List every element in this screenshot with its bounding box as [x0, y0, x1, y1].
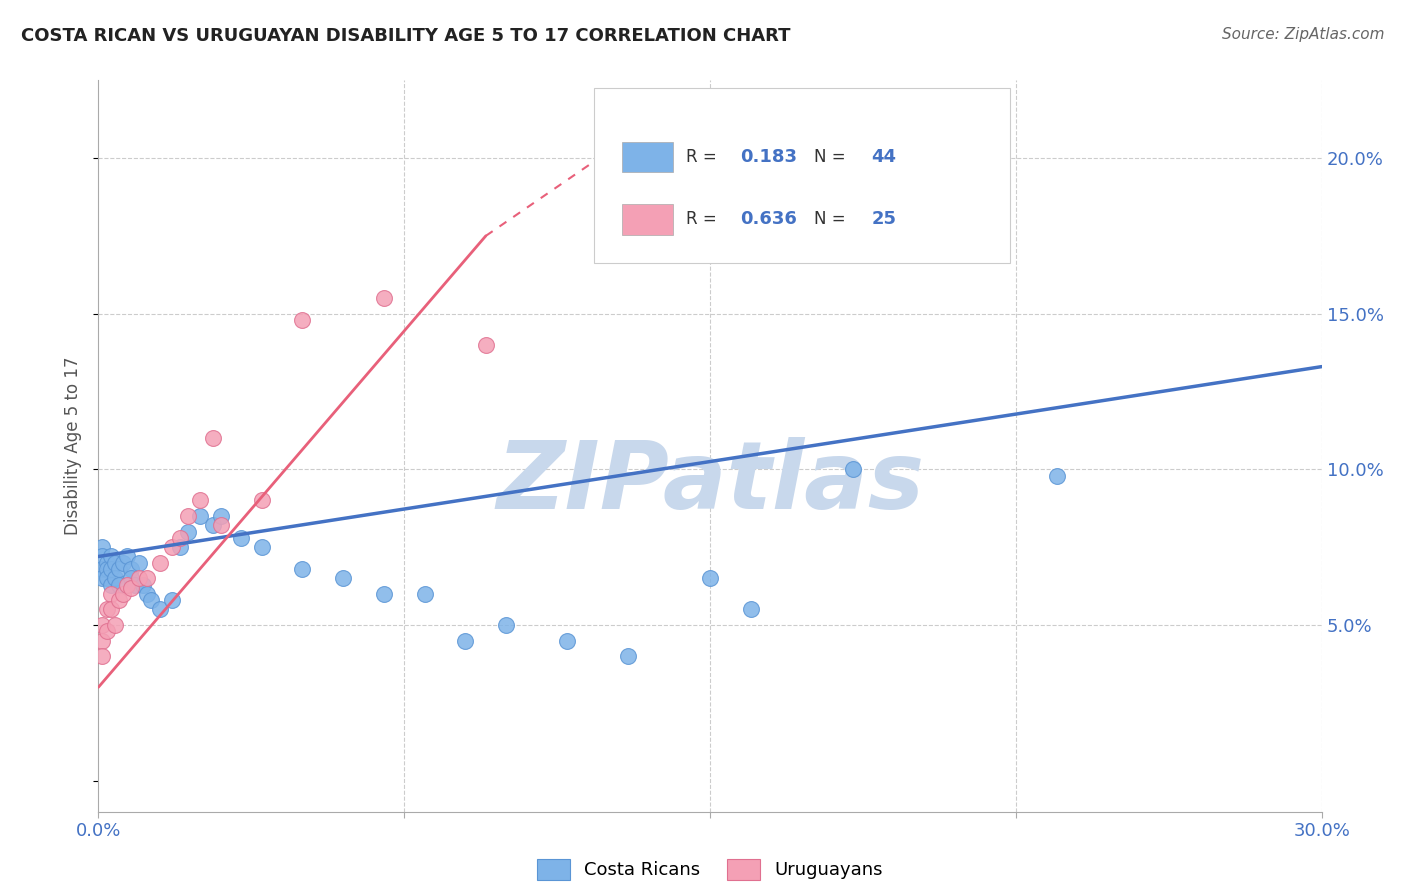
- Text: 0.636: 0.636: [741, 211, 797, 228]
- Point: [100, 587, 122, 601]
- Point: [91, 571, 114, 585]
- Point: [128, 556, 150, 570]
- Point: [149, 602, 172, 616]
- Point: [96, 602, 118, 616]
- Point: [91, 562, 114, 576]
- Point: [201, 431, 224, 445]
- Point: [699, 571, 721, 585]
- Point: [373, 587, 395, 601]
- Point: [100, 549, 122, 564]
- Point: [201, 518, 224, 533]
- Point: [188, 509, 212, 524]
- Point: [124, 577, 146, 591]
- Point: [250, 540, 273, 554]
- Point: [108, 577, 131, 591]
- Point: [100, 602, 122, 616]
- Point: [91, 549, 114, 564]
- Point: [617, 649, 640, 664]
- Point: [177, 509, 200, 524]
- Point: [149, 556, 172, 570]
- Point: [108, 562, 131, 576]
- Point: [136, 571, 159, 585]
- Point: [91, 633, 114, 648]
- Point: [231, 531, 253, 545]
- Point: [132, 577, 155, 591]
- Point: [474, 338, 498, 352]
- Point: [100, 577, 122, 591]
- Text: N =: N =: [814, 148, 851, 166]
- Point: [104, 571, 127, 585]
- Point: [120, 571, 142, 585]
- Point: [250, 493, 273, 508]
- Text: R =: R =: [686, 211, 721, 228]
- Point: [495, 618, 517, 632]
- Text: R =: R =: [686, 148, 721, 166]
- Point: [373, 291, 395, 305]
- Point: [96, 562, 118, 576]
- Point: [188, 493, 212, 508]
- Point: [120, 581, 142, 595]
- Point: [91, 649, 114, 664]
- FancyBboxPatch shape: [621, 142, 673, 172]
- Point: [115, 577, 138, 591]
- Text: ZIPatlas: ZIPatlas: [496, 436, 924, 529]
- Point: [291, 313, 314, 327]
- Y-axis label: Disability Age 5 to 17: Disability Age 5 to 17: [65, 357, 83, 535]
- Point: [136, 587, 159, 601]
- Point: [120, 562, 142, 576]
- Point: [841, 462, 863, 476]
- Point: [413, 587, 436, 601]
- Point: [169, 540, 191, 554]
- Point: [160, 540, 183, 554]
- FancyBboxPatch shape: [621, 204, 673, 235]
- Point: [177, 524, 200, 539]
- Point: [291, 562, 314, 576]
- Text: COSTA RICAN VS URUGUAYAN DISABILITY AGE 5 TO 17 CORRELATION CHART: COSTA RICAN VS URUGUAYAN DISABILITY AGE …: [21, 27, 790, 45]
- Point: [1045, 468, 1069, 483]
- FancyBboxPatch shape: [593, 87, 1010, 263]
- Point: [209, 509, 232, 524]
- Point: [100, 562, 122, 576]
- Text: 0.183: 0.183: [741, 148, 797, 166]
- Point: [128, 571, 150, 585]
- Text: N =: N =: [814, 211, 851, 228]
- Point: [91, 618, 114, 632]
- Point: [740, 602, 762, 616]
- Point: [557, 633, 579, 648]
- Text: 44: 44: [872, 148, 897, 166]
- Point: [454, 633, 477, 648]
- Point: [96, 556, 118, 570]
- Point: [104, 618, 127, 632]
- Point: [96, 571, 118, 585]
- Point: [104, 556, 127, 570]
- Point: [209, 518, 232, 533]
- Point: [111, 587, 134, 601]
- Point: [91, 540, 114, 554]
- Point: [115, 549, 138, 564]
- Point: [108, 593, 131, 607]
- Point: [160, 593, 183, 607]
- Text: 25: 25: [872, 211, 897, 228]
- Point: [141, 593, 163, 607]
- Legend: Costa Ricans, Uruguayans: Costa Ricans, Uruguayans: [530, 852, 890, 887]
- Text: Source: ZipAtlas.com: Source: ZipAtlas.com: [1222, 27, 1385, 42]
- Point: [111, 556, 134, 570]
- Point: [96, 624, 118, 639]
- Point: [332, 571, 354, 585]
- Point: [169, 531, 191, 545]
